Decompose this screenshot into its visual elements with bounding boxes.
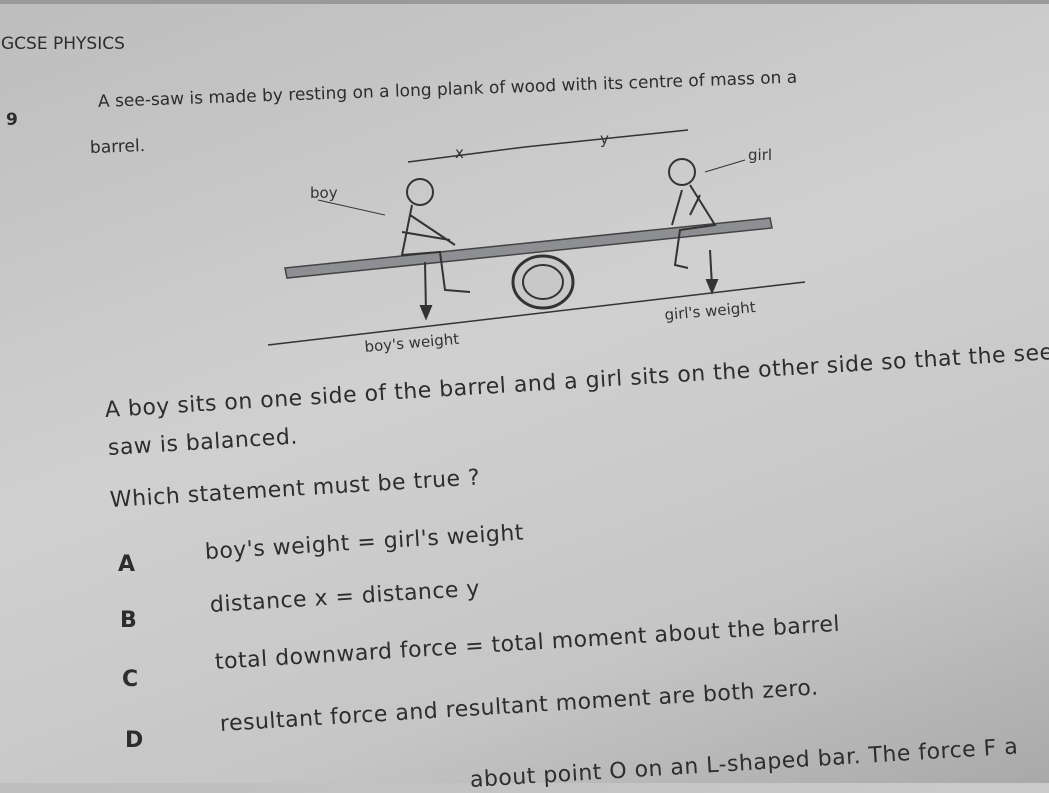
option-letter: D xyxy=(125,728,144,753)
girls-weight-label: girl's weight xyxy=(664,298,757,324)
girl-leader xyxy=(704,159,746,173)
see-saw xyxy=(267,129,806,346)
question-number: 9 xyxy=(6,110,18,130)
girl-body xyxy=(671,184,717,269)
top-edge xyxy=(0,0,1049,4)
arrowhead xyxy=(705,279,719,295)
header-title: IGCSE PHYSICS xyxy=(0,34,125,54)
girl-label: girl xyxy=(748,146,772,164)
girl-head xyxy=(668,158,696,186)
barrel-inner xyxy=(522,264,564,300)
option-letter: B xyxy=(120,608,137,633)
boy-label: boy xyxy=(310,184,338,202)
barrel xyxy=(511,254,575,310)
option-letter: A xyxy=(118,552,136,577)
boy-head xyxy=(406,178,434,206)
arrowhead xyxy=(419,305,433,321)
x-dimension xyxy=(407,146,526,163)
ground xyxy=(267,281,806,346)
y-label: y xyxy=(600,130,609,148)
x-label: x xyxy=(455,144,464,162)
boy-body xyxy=(400,204,471,293)
boys-weight-label: boy's weight xyxy=(364,330,460,356)
boy-leader xyxy=(317,199,386,216)
plank xyxy=(284,217,773,279)
option-letter: C xyxy=(122,667,139,692)
y-dimension xyxy=(524,129,689,148)
boy-weight-arrow xyxy=(424,261,427,313)
